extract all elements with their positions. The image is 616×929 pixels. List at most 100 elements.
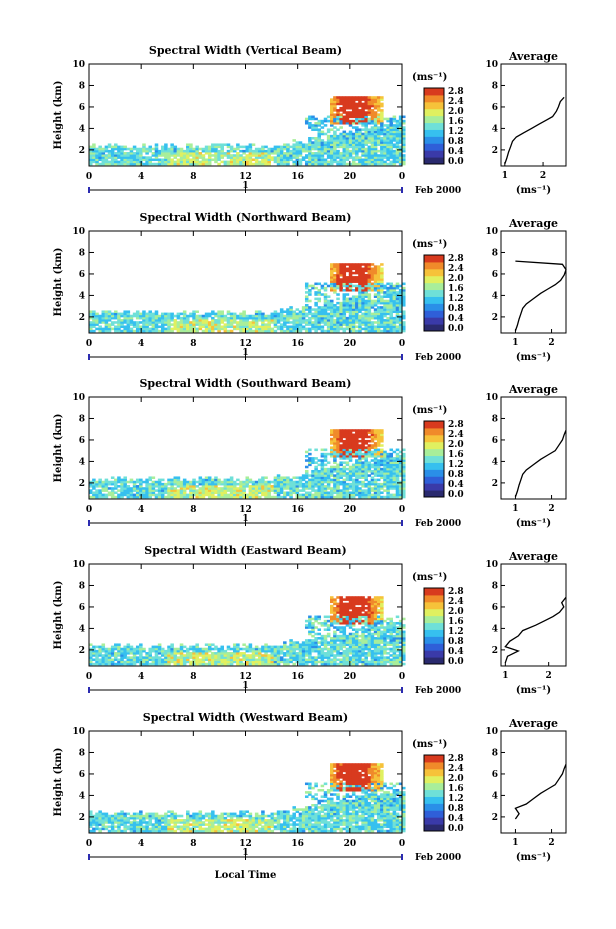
heatmap-cell [167,654,171,657]
heatmap-cell [330,437,334,441]
heatmap-cell [308,156,312,159]
heatmap-cell [392,130,397,134]
heatmap-cell [345,323,350,326]
heatmap-cell [176,480,181,484]
heatmap-cell [129,158,134,162]
heatmap-cell [207,647,212,651]
heatmap-cell [217,154,221,157]
heatmap-cell [320,139,325,142]
heatmap-cell [186,660,190,664]
heatmap-cell [261,656,265,659]
heatmap-cell [204,652,209,655]
heatmap-cell [336,495,340,499]
heatmap-cell [126,647,131,651]
heatmap-cell [132,314,137,318]
heatmap-cell [245,480,250,484]
heatmap-cell [351,111,356,114]
heatmap-cell [355,446,359,449]
heatmap-cell [295,652,300,655]
heatmap-cell [336,470,340,473]
heatmap-cell [361,134,365,138]
heatmap-cell [292,310,296,313]
heatmap-cell [114,145,118,149]
heatmap-cell [101,156,106,159]
heatmap-cell [132,482,137,486]
heatmap-cell [242,643,246,646]
heatmap-cell [129,147,134,151]
heatmap-cell [254,649,259,653]
heatmap-cell [204,656,209,659]
heatmap-cell [386,454,390,458]
heatmap-cell [270,662,275,666]
heatmap-cell [164,154,168,157]
heatmap-cell [304,465,309,469]
heatmap-cell [182,162,187,166]
heatmap-cell [330,149,334,153]
heatmap-cell [201,487,206,490]
heatmap-cell [204,487,209,490]
heatmap-cell [95,480,99,484]
heatmap-cell [142,325,146,329]
heatmap-cell [248,656,253,659]
heatmap-cell [392,485,397,488]
heatmap-cell [398,297,403,301]
heatmap-cell [304,321,309,324]
heatmap-cell [398,134,403,138]
heatmap-cell [392,291,397,294]
heatmap-cell [348,141,353,144]
heatmap-cell [301,487,306,490]
heatmap-cell [342,278,347,281]
heatmap-cell [392,472,397,475]
heatmap-cell [333,495,337,499]
heatmap-cell [383,461,387,464]
heatmap-cell [342,263,347,266]
heatmap-cell [355,301,359,305]
colorbar-tick-label: 2.8 [448,420,464,430]
heatmap-cell [98,660,102,664]
heatmap-cell [323,467,328,471]
heatmap-cell [261,152,265,155]
heatmap-cell [198,495,203,499]
heatmap-cell [336,634,340,638]
heatmap-cell [186,495,190,499]
heatmap-cell [392,295,397,298]
heatmap-cell [173,662,178,666]
heatmap-cell [348,162,353,166]
heatmap-cell [157,647,162,651]
heatmap-cell [383,463,387,467]
heatmap-cell [311,474,315,477]
heatmap-cell [336,487,340,490]
heatmap-cell [373,487,378,490]
heatmap-cell [339,126,343,129]
heatmap-cell [292,321,296,324]
heatmap-cell [333,100,337,104]
heatmap-cell [308,478,312,482]
heatmap-cell [380,152,384,155]
heatmap-cell [167,314,171,318]
heatmap-cell [114,160,118,164]
heatmap-cell [380,433,384,437]
heatmap-cell [126,645,131,649]
heatmap-cell [342,327,347,331]
heatmap-cell [198,152,203,155]
heatmap-cell [364,452,368,456]
heatmap-cell [314,316,318,320]
heatmap-cell [254,493,259,497]
heatmap-cell [267,480,271,484]
heatmap-cell [101,319,106,322]
heatmap-cell [355,113,359,116]
heatmap-cell [330,147,334,151]
heatmap-cell [264,316,268,320]
heatmap-cell [276,647,281,651]
heatmap-cell [373,276,378,279]
heatmap-cell [195,654,199,657]
heatmap-cell [402,452,406,456]
heatmap-cell [348,474,353,477]
heatmap-cell [101,654,106,657]
heatmap-cell [367,106,372,110]
heatmap-cell [339,628,343,631]
heatmap-cell [264,145,268,149]
heatmap-cell [254,652,259,655]
heatmap-cell [236,662,240,666]
heatmap-cell [95,654,99,657]
